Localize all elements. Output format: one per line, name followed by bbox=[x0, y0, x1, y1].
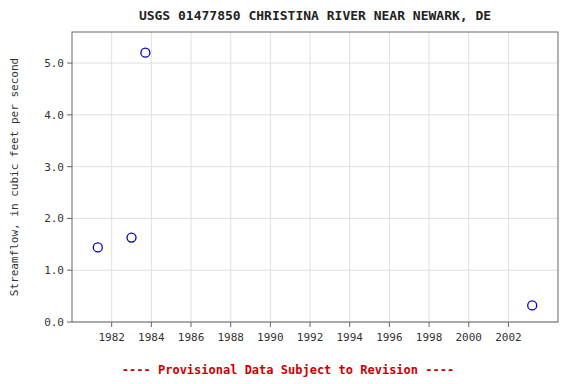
x-grid-line bbox=[429, 32, 430, 322]
chart: 1982 1984 1986 1988 1990 1992 1994 1996 1998 2000… bbox=[0, 0, 576, 384]
x-grid-line bbox=[508, 32, 509, 322]
x-tick bbox=[111, 322, 112, 327]
y-axis-label: Streamflow, in cubic feet per second bbox=[8, 58, 21, 296]
x-tick-label: 1986 bbox=[178, 331, 205, 344]
y-grid-line bbox=[72, 218, 558, 219]
x-grid-line bbox=[230, 32, 231, 322]
point bbox=[93, 243, 102, 252]
title: USGS 01477850 CHRISTINA RIVER NEAR NEWAR… bbox=[139, 8, 491, 23]
x-grid-line bbox=[270, 32, 271, 322]
x-tick bbox=[270, 322, 271, 327]
y-tick-label: 5.0 bbox=[44, 57, 64, 70]
x-tick-label: 1988 bbox=[217, 331, 244, 344]
y-tick-label: 4.0 bbox=[44, 109, 64, 122]
y-tick bbox=[67, 322, 72, 323]
y-tick-label: 3.0 bbox=[44, 161, 64, 174]
x-grid-line bbox=[349, 32, 350, 322]
x-tick bbox=[310, 322, 311, 327]
point bbox=[141, 48, 150, 57]
x-tick-label: 1994 bbox=[336, 331, 363, 344]
x-tick-label: 2002 bbox=[495, 331, 522, 344]
x-tick bbox=[349, 322, 350, 327]
x-tick-label: 1990 bbox=[257, 331, 284, 344]
x-grid-line bbox=[389, 32, 390, 322]
plot-frame bbox=[72, 32, 558, 322]
x-grid-line bbox=[151, 32, 152, 322]
y-grid-line bbox=[72, 114, 558, 115]
x-tick bbox=[429, 322, 430, 327]
y-tick bbox=[67, 270, 72, 271]
y-tick bbox=[67, 218, 72, 219]
x-tick-label: 1996 bbox=[376, 331, 403, 344]
x-grid-line bbox=[310, 32, 311, 322]
x-grid-line bbox=[111, 32, 112, 322]
point bbox=[528, 301, 537, 310]
x-tick-label: 1998 bbox=[416, 331, 443, 344]
y-tick bbox=[67, 63, 72, 64]
x-tick bbox=[151, 322, 152, 327]
y-tick-label: 2.0 bbox=[44, 212, 64, 225]
y-grid-line bbox=[72, 63, 558, 64]
x-tick bbox=[230, 322, 231, 327]
x-tick-label: 2000 bbox=[455, 331, 482, 344]
x-tick-label: 1984 bbox=[138, 331, 165, 344]
x-tick bbox=[389, 322, 390, 327]
y-grid-line bbox=[72, 166, 558, 167]
x-tick-label: 1982 bbox=[98, 331, 125, 344]
y-tick bbox=[67, 166, 72, 167]
y-grid-line bbox=[72, 270, 558, 271]
y-tick-label: 0.0 bbox=[44, 316, 64, 329]
x-grid-line bbox=[468, 32, 469, 322]
grid bbox=[72, 32, 558, 322]
x-tick-label: 1992 bbox=[297, 331, 324, 344]
footnote: ---- Provisional Data Subject to Revisio… bbox=[122, 363, 454, 377]
y-tick-label: 1.0 bbox=[44, 264, 64, 277]
point bbox=[127, 233, 136, 242]
x-grid-line bbox=[191, 32, 192, 322]
x-tick bbox=[508, 322, 509, 327]
points bbox=[93, 48, 536, 310]
x-tick bbox=[191, 322, 192, 327]
y-tick bbox=[67, 114, 72, 115]
x-tick bbox=[468, 322, 469, 327]
plot-background bbox=[72, 32, 558, 322]
